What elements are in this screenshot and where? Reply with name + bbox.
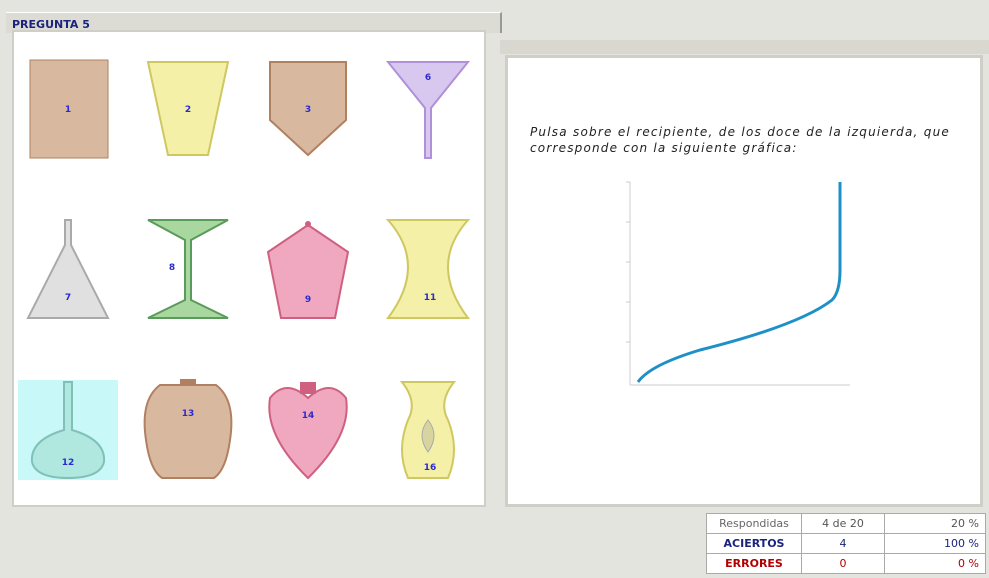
container[interactable]: 3: [270, 62, 346, 155]
containers: 1 2 3 6 7 8 9 11 12 13 14 16: [14, 32, 484, 505]
graph-curve: [638, 182, 840, 382]
container[interactable]: 7: [28, 220, 108, 318]
stat-percent: 0 %: [885, 554, 986, 574]
container-label: 9: [305, 295, 311, 305]
container[interactable]: 16: [402, 382, 454, 478]
container[interactable]: 8: [148, 220, 228, 318]
container-label: 3: [305, 105, 311, 115]
container-label: 1: [65, 105, 71, 115]
containers-panel: 1 2 3 6 7 8 9 11 12 13 14 16: [12, 30, 486, 507]
panel-bar: [500, 40, 989, 54]
graph: [508, 58, 980, 504]
question-panel: Pulsa sobre el recipiente, de los doce d…: [505, 55, 983, 507]
container[interactable]: 14: [269, 382, 346, 478]
container-label: 12: [62, 458, 75, 468]
container-label: 13: [182, 409, 195, 419]
page: PREGUNTA 5 1 2 3 6 7 8 9 11 12 13 14 16 …: [0, 0, 989, 578]
stat-percent: 100 %: [885, 534, 986, 554]
stat-label: ACIERTOS: [707, 534, 802, 554]
container-label: 11: [424, 293, 437, 303]
container[interactable]: 13: [145, 379, 232, 478]
stat-value: 4: [802, 534, 885, 554]
stat-value: 0: [802, 554, 885, 574]
container[interactable]: 9: [268, 221, 348, 318]
container[interactable]: 1: [30, 60, 108, 158]
container-label: 8: [169, 263, 175, 273]
container-label: 7: [65, 293, 71, 303]
container-label: 2: [185, 105, 191, 115]
container[interactable]: 6: [388, 62, 468, 158]
container[interactable]: 12: [18, 380, 118, 480]
container-label: 14: [302, 411, 315, 421]
container[interactable]: 2: [148, 62, 228, 155]
stat-label: ERRORES: [707, 554, 802, 574]
stat-value: 4 de 20: [802, 514, 885, 534]
stat-label: Respondidas: [707, 514, 802, 534]
container[interactable]: 11: [388, 220, 468, 318]
stat-percent: 20 %: [885, 514, 986, 534]
container-label: 6: [425, 73, 431, 83]
container-label: 16: [424, 463, 437, 473]
